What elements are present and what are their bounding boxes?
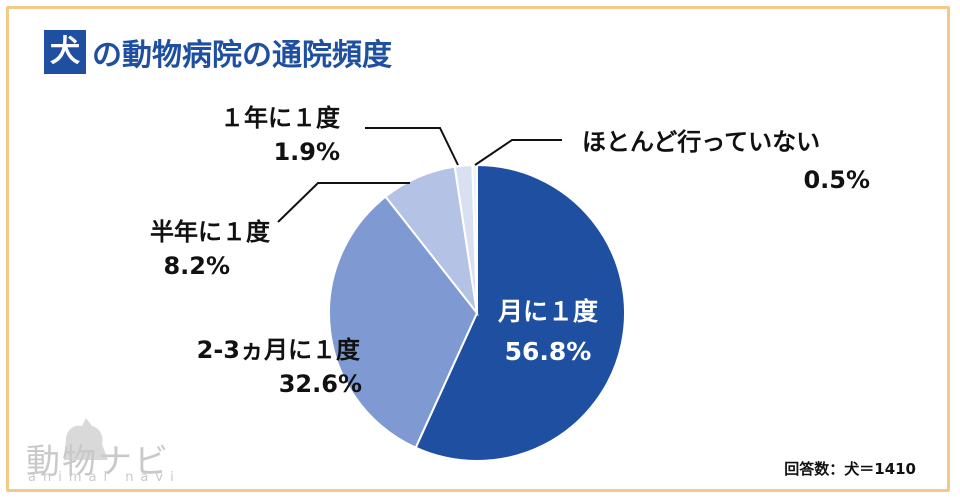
leader-line-yearly <box>365 127 459 166</box>
slice-value-halfyear: 8.2% <box>163 252 230 280</box>
animal-navi-logo: 動物ナビ animal navi <box>16 418 216 490</box>
leader-line-rarely <box>474 139 562 166</box>
chart-title: 犬 の動物病院の通院頻度 <box>44 30 392 74</box>
title-text: の動物病院の通院頻度 <box>92 38 392 73</box>
slice-value-bimonthly: 32.6% <box>279 370 362 398</box>
logo-main-text: 動物ナビ <box>26 442 170 482</box>
slice-label-rarely: ほとんど行っていない <box>582 128 820 156</box>
slice-label-monthly: 月に１度 <box>497 297 598 326</box>
slice-value-rarely: 0.5% <box>803 166 870 194</box>
respondent-count-note: 回答数：犬＝1410 <box>784 460 916 478</box>
pie-slice-bimonthly <box>328 195 479 450</box>
slice-label-halfyear: 半年に１度 <box>150 218 271 246</box>
title-badge: 犬 <box>44 30 86 74</box>
dog-silhouette-icon <box>64 418 108 460</box>
leader-line-halfyear <box>277 182 410 223</box>
pie-slice-monthly <box>414 163 626 462</box>
logo-sub-text: animal navi <box>28 470 181 485</box>
pie-slice-rarely <box>471 163 478 314</box>
slice-label-yearly: １年に１度 <box>220 104 341 132</box>
chart-frame <box>6 6 950 492</box>
leader-lines <box>277 127 562 223</box>
slice-label-bimonthly: 2-3ヵ月に１度 <box>197 336 361 364</box>
slice-value-monthly: 56.8% <box>505 337 592 366</box>
pie-slices <box>328 163 626 462</box>
slice-value-yearly: 1.9% <box>273 138 340 166</box>
